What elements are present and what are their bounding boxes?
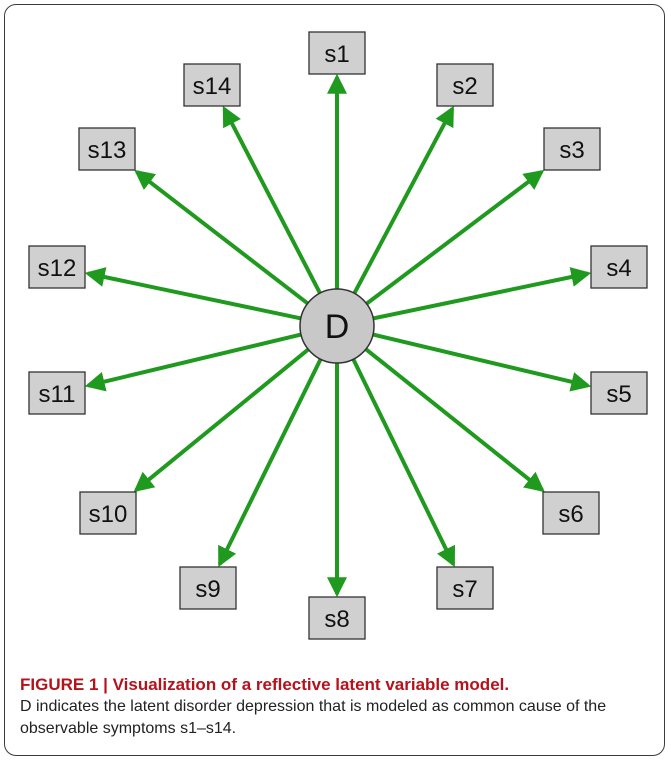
symptom-node-s2: s2: [436, 63, 494, 107]
edge-d-to-s13: [134, 169, 311, 307]
caption-body: D indicates the latent disorder depressi…: [20, 698, 607, 737]
symptom-node-s8: s8: [308, 596, 366, 640]
symptom-box: [308, 31, 366, 75]
latent-variable-diagram: s1 s2 s3 s4 s5 s6 s7 s8 s9 s10 s11 s12 s13 s14 D: [28, 31, 648, 640]
symptom-label: s1: [324, 41, 349, 68]
symptom-label: s6: [558, 501, 583, 528]
edge-d-to-s3: [363, 169, 545, 307]
symptom-label: s9: [195, 576, 220, 603]
symptom-node-s13: s13: [78, 127, 136, 171]
edge-d-to-s14: [222, 105, 323, 296]
symptom-node-s7: s7: [436, 566, 494, 610]
symptom-box: [183, 63, 241, 107]
symptom-box: [436, 63, 494, 107]
symptom-node-s3: s3: [543, 127, 601, 171]
caption-title: FIGURE 1 | Visualization of a reflective…: [20, 674, 650, 696]
latent-node-D: D: [299, 288, 375, 364]
symptom-node-s1: s1: [308, 31, 366, 75]
symptom-box: [79, 491, 137, 535]
symptom-box: [436, 566, 494, 610]
symptom-node-s14: s14: [183, 63, 241, 107]
symptom-box: [543, 127, 601, 171]
symptom-label: s3: [559, 137, 584, 164]
symptom-node-s12: s12: [28, 245, 86, 289]
symptom-box: [28, 245, 86, 289]
edge-d-to-s9: [217, 356, 324, 568]
symptom-label: s14: [193, 73, 232, 100]
symptom-label: s11: [39, 381, 76, 408]
edge-d-to-s12: [84, 267, 304, 321]
symptom-label: s10: [89, 501, 128, 528]
symptom-node-s6: s6: [542, 491, 600, 535]
latent-node-label: D: [325, 308, 350, 346]
edge-d-to-s6: [363, 346, 545, 493]
symptom-label: s2: [452, 73, 477, 100]
symptom-node-s11: s11: [28, 371, 86, 415]
edge-d-to-s5: [370, 332, 592, 392]
symptom-node-s5: s5: [590, 371, 648, 415]
edge-d-to-s11: [84, 332, 304, 392]
symptom-label: s4: [606, 255, 631, 282]
symptom-box: [78, 127, 136, 171]
edge-d-to-s4: [370, 267, 592, 321]
symptom-label: s5: [606, 381, 631, 408]
symptom-box: [179, 566, 237, 610]
symptom-box: [542, 491, 600, 535]
symptom-label: s13: [88, 137, 127, 164]
symptom-box: [590, 371, 648, 415]
symptom-node-s4: s4: [590, 245, 648, 289]
symptom-node-s9: s9: [179, 566, 237, 610]
symptom-box: [28, 371, 86, 415]
symptom-node-s10: s10: [79, 491, 137, 535]
symptom-label: s8: [324, 606, 349, 633]
symptom-box: [590, 245, 648, 289]
figure-caption: FIGURE 1 | Visualization of a reflective…: [20, 674, 650, 740]
edge-d-to-s10: [133, 346, 312, 493]
symptom-label: s12: [38, 255, 77, 282]
caption-title-text: FIGURE 1 | Visualization of a reflective…: [20, 675, 510, 694]
symptom-nodes: s1 s2 s3 s4 s5 s6 s7 s8 s9 s10 s11 s12 s13 s14: [28, 31, 648, 640]
latent-node-circle: [299, 288, 375, 364]
edge-d-to-s7: [350, 356, 456, 568]
edges: [84, 73, 592, 598]
edge-d-to-s2: [351, 105, 455, 297]
symptom-box: [308, 596, 366, 640]
symptom-label: s7: [452, 576, 477, 603]
